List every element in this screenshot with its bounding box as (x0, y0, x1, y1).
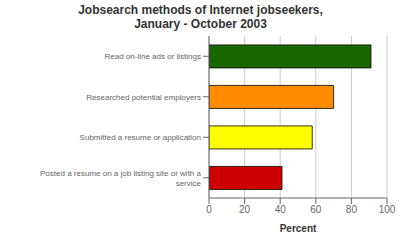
svg-text:40: 40 (275, 204, 287, 215)
svg-text:Percent: Percent (280, 223, 317, 234)
svg-text:60: 60 (310, 204, 322, 215)
svg-text:Submitted a resume or applicat: Submitted a resume or application (80, 133, 201, 142)
html-text:Jobsearch methods of Internet: Jobsearch methods of Internet jobseekers… (78, 3, 323, 31)
svg-text:20: 20 (239, 204, 251, 215)
svg-text:Read on-line ads or listings: Read on-line ads or listings (105, 52, 202, 61)
svg-text:0: 0 (206, 204, 212, 215)
svg-text:Posted a resume on a job listi: Posted a resume on a job listing site or… (40, 169, 202, 188)
svg-text:Researched potential employers: Researched potential employers (86, 93, 201, 102)
svg-text:100: 100 (379, 204, 393, 215)
svg-text:80: 80 (346, 204, 358, 215)
